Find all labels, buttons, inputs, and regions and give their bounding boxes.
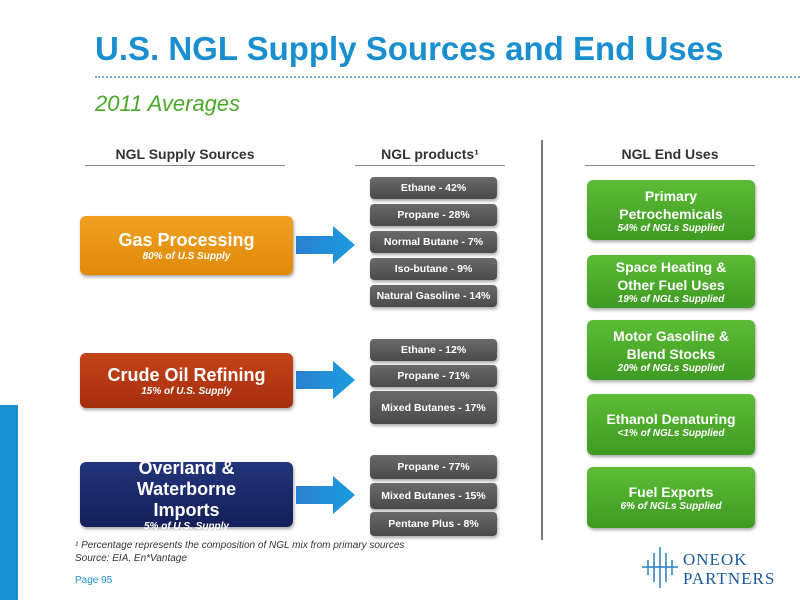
product-box: Mixed Butanes - 15% bbox=[370, 483, 497, 509]
source-box: Crude Oil Refining 15% of U.S. Supply bbox=[80, 353, 293, 408]
source-box: Gas Processing 80% of U.S Supply bbox=[80, 216, 293, 275]
divider bbox=[541, 140, 543, 540]
end-use-share: 20% of NGLs Supplied bbox=[617, 362, 725, 374]
product-box: Ethane - 12% bbox=[370, 339, 497, 361]
column-header: NGL products¹ bbox=[355, 146, 505, 166]
end-use-box: Fuel Exports 6% of NGLs Supplied bbox=[587, 467, 755, 528]
product-box: Pentane Plus - 8% bbox=[370, 512, 497, 536]
end-use-label: Fuel Exports bbox=[628, 484, 714, 500]
product-box: Propane - 77% bbox=[370, 455, 497, 479]
product-box: Ethane - 42% bbox=[370, 177, 497, 199]
source-label: Crude Oil Refining bbox=[107, 364, 266, 385]
source-label: Overland & Waterborne Imports bbox=[136, 457, 237, 520]
column-header: NGL Supply Sources bbox=[85, 146, 285, 166]
title: U.S. NGL Supply Sources and End Uses bbox=[95, 30, 724, 67]
product-box: Propane - 71% bbox=[370, 365, 497, 387]
product-box: Natural Gasoline - 14% bbox=[370, 285, 497, 307]
product-box: Propane - 28% bbox=[370, 204, 497, 226]
column-header: NGL End Uses bbox=[585, 146, 755, 166]
end-use-label: Primary Petrochemicals bbox=[619, 187, 723, 222]
product-box: Mixed Butanes - 17% bbox=[370, 391, 497, 424]
product-box: Iso-butane - 9% bbox=[370, 258, 497, 280]
end-use-share: 6% of NGLs Supplied bbox=[620, 501, 722, 512]
logo-text: PARTNERS bbox=[683, 569, 776, 588]
end-use-share: 54% of NGLs Supplied bbox=[617, 222, 725, 234]
title-rule bbox=[95, 76, 800, 78]
source-label: Gas Processing bbox=[118, 229, 255, 250]
logo-mark bbox=[642, 547, 678, 588]
subtitle: 2011 Averages bbox=[95, 91, 241, 116]
end-use-share: 19% of NGLs Supplied bbox=[617, 294, 725, 305]
end-use-label: Ethanol Denaturing bbox=[606, 411, 736, 427]
arrow bbox=[296, 476, 355, 514]
end-use-share: <1% of NGLs Supplied bbox=[617, 428, 725, 439]
end-use-box: Primary Petrochemicals 54% of NGLs Suppl… bbox=[587, 180, 755, 240]
end-use-box: Motor Gasoline & Blend Stocks 20% of NGL… bbox=[587, 320, 755, 380]
source-note: Source: EIA, En*Vantage bbox=[75, 553, 187, 564]
footnote: ¹ Percentage represents the composition … bbox=[75, 540, 405, 551]
source-share: 5% of U.S. Supply bbox=[143, 520, 229, 532]
end-use-label: Space Heating & Other Fuel Uses bbox=[615, 259, 727, 293]
end-use-label: Motor Gasoline & Blend Stocks bbox=[613, 327, 729, 362]
side-bar bbox=[0, 405, 18, 600]
source-share: 80% of U.S Supply bbox=[142, 250, 231, 262]
product-box: Normal Butane - 7% bbox=[370, 231, 497, 253]
end-use-box: Space Heating & Other Fuel Uses 19% of N… bbox=[587, 255, 755, 308]
arrow bbox=[296, 226, 355, 264]
end-use-box: Ethanol Denaturing <1% of NGLs Supplied bbox=[587, 394, 755, 455]
arrow bbox=[296, 361, 355, 399]
source-box: Overland & Waterborne Imports 5% of U.S.… bbox=[80, 458, 293, 532]
source-share: 15% of U.S. Supply bbox=[141, 385, 232, 397]
logo-text: ONEOK bbox=[683, 550, 748, 569]
page-number: Page 95 bbox=[75, 575, 113, 586]
